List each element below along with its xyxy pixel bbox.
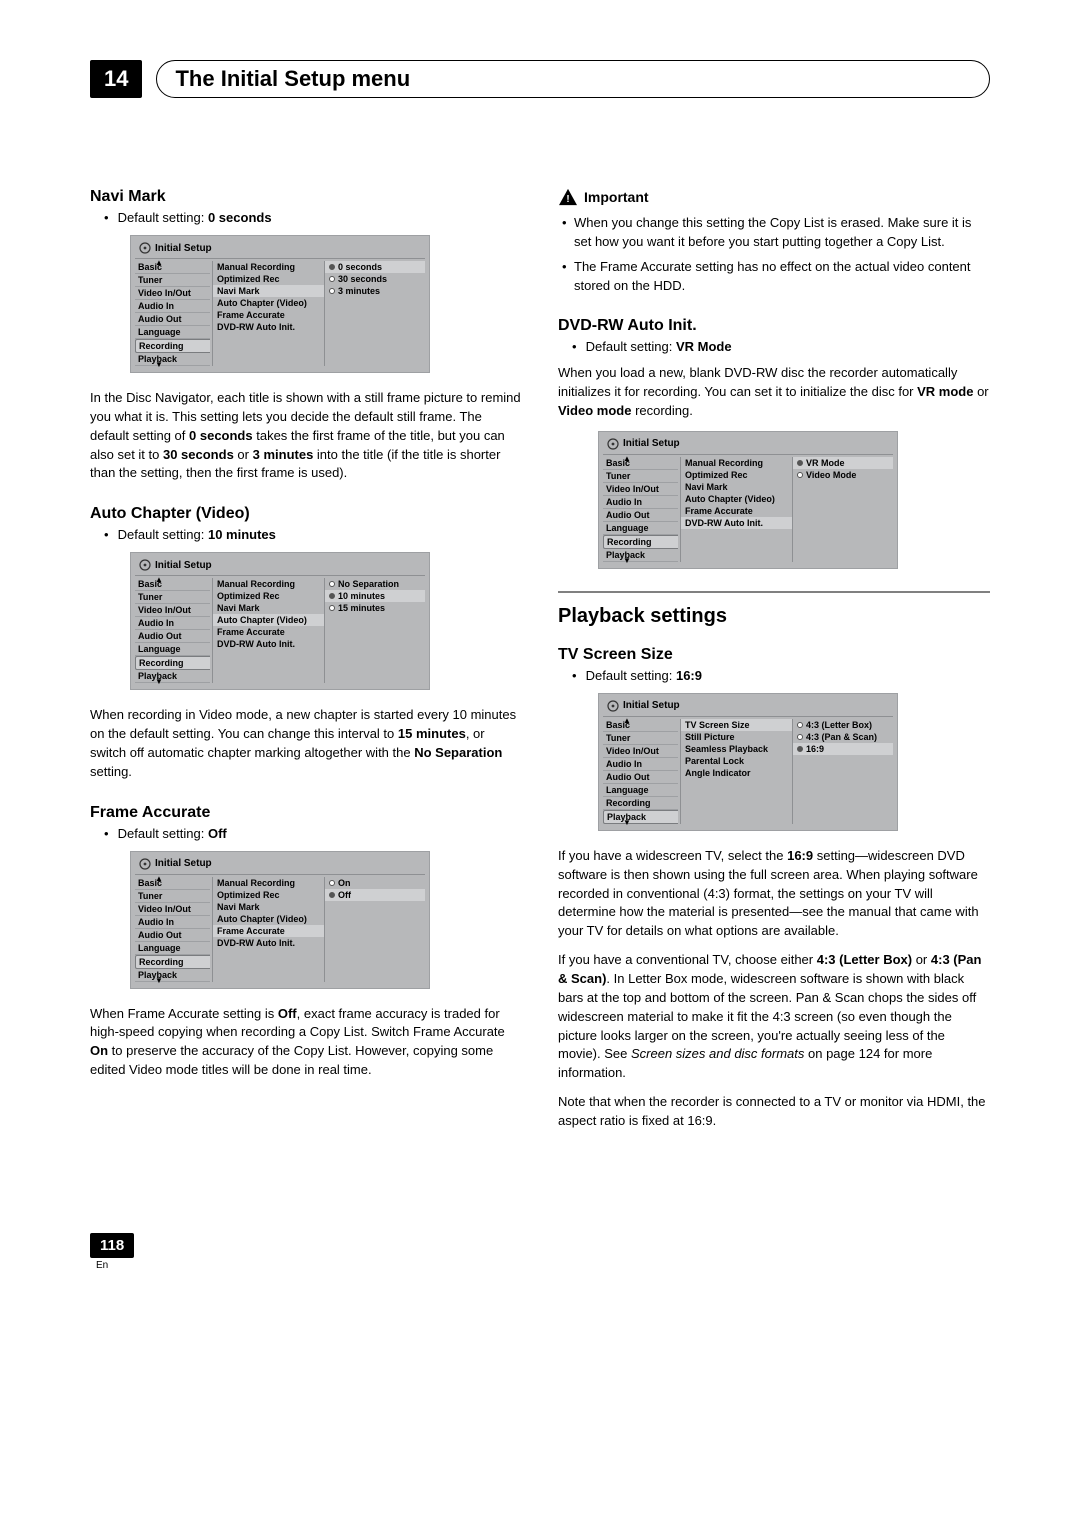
section-auto-chapter: Auto Chapter (Video) • Default setting: …: [90, 505, 522, 781]
menu-screenshot-frame-accurate: Initial Setup▲BasicTunerVideo In/OutAudi…: [130, 851, 430, 989]
important-item: The Frame Accurate setting has no effect…: [562, 258, 990, 296]
page-number: 118: [90, 1233, 134, 1258]
body-auto-chapter: When recording in Video mode, a new chap…: [90, 706, 522, 781]
default-value: Off: [208, 826, 227, 841]
body-tv-p1: If you have a widescreen TV, select the …: [558, 847, 990, 941]
heading-dvdrw: DVD-RW Auto Init.: [558, 317, 990, 335]
body-dvdrw: When you load a new, blank DVD-RW disc t…: [558, 364, 990, 421]
important-label: Important: [584, 189, 649, 205]
body-navi-mark: In the Disc Navigator, each title is sho…: [90, 389, 522, 483]
default-value: 10 minutes: [208, 527, 276, 542]
heading-tv-screen: TV Screen Size: [558, 646, 990, 664]
section-dvdrw: DVD-RW Auto Init. • Default setting: VR …: [558, 317, 990, 569]
section-tv-screen: TV Screen Size • Default setting: 16:9 I…: [558, 646, 990, 1131]
heading-frame-accurate: Frame Accurate: [90, 804, 522, 822]
menu-screenshot-auto-chapter: Initial Setup▲BasicTunerVideo In/OutAudi…: [130, 552, 430, 690]
chapter-title: The Initial Setup menu: [175, 66, 971, 92]
default-value: VR Mode: [676, 339, 732, 354]
body-frame-accurate: When Frame Accurate setting is Off, exac…: [90, 1005, 522, 1080]
default-label: Default setting:: [118, 826, 205, 841]
default-label: Default setting:: [118, 210, 205, 225]
important-item: When you change this setting the Copy Li…: [562, 214, 990, 252]
section-navi-mark: Navi Mark • Default setting: 0 seconds I…: [90, 188, 522, 483]
body-tv-p2: If you have a conventional TV, choose ei…: [558, 951, 990, 1083]
heading-navi-mark: Navi Mark: [90, 188, 522, 206]
section-frame-accurate: Frame Accurate • Default setting: Off In…: [90, 804, 522, 1080]
default-label: Default setting:: [586, 339, 673, 354]
page-footer: 118 En: [90, 1233, 990, 1271]
menu-screenshot-navi-mark: Initial Setup▲BasicTunerVideo In/OutAudi…: [130, 235, 430, 373]
default-label: Default setting:: [586, 668, 673, 683]
menu-screenshot-tv-screen: Initial Setup▲BasicTunerVideo In/OutAudi…: [598, 693, 898, 831]
heading-auto-chapter: Auto Chapter (Video): [90, 505, 522, 523]
page-lang: En: [96, 1260, 990, 1271]
chapter-number: 14: [90, 60, 142, 98]
default-label: Default setting:: [118, 527, 205, 542]
menu-screenshot-dvdrw: Initial Setup▲BasicTunerVideo In/OutAudi…: [598, 431, 898, 569]
important-list: When you change this setting the Copy Li…: [562, 214, 990, 295]
section-important: ! Important When you change this setting…: [558, 188, 990, 295]
body-tv-p3: Note that when the recorder is connected…: [558, 1093, 990, 1131]
heading-playback-settings: Playback settings: [558, 605, 990, 628]
default-value: 16:9: [676, 668, 702, 683]
svg-text:!: !: [566, 194, 569, 205]
warning-icon: !: [558, 188, 578, 206]
default-value: 0 seconds: [208, 210, 272, 225]
chapter-header: 14 The Initial Setup menu: [90, 60, 990, 98]
